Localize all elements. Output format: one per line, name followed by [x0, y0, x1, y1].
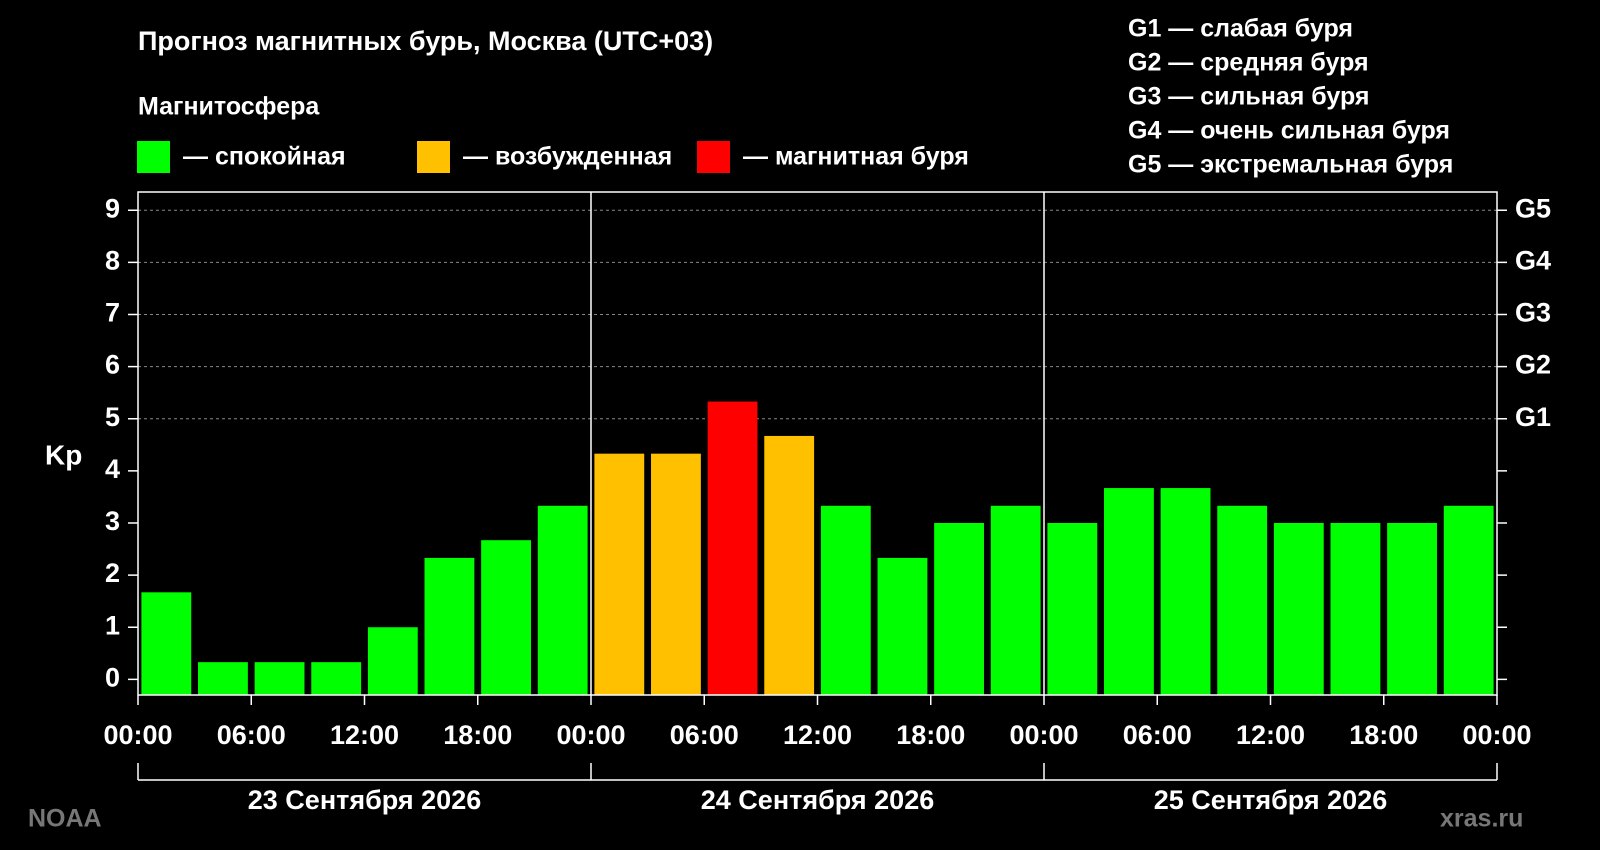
- day-label: 23 Сентября 2026: [248, 785, 481, 815]
- bar: [367, 627, 418, 695]
- source: NOAA: [28, 805, 102, 833]
- bar: [1387, 522, 1437, 695]
- x-tick-label: 18:00: [896, 720, 965, 750]
- chart-title: Прогноз магнитных бурь, Москва (UTC+03): [138, 26, 713, 56]
- legend-label: — магнитная буря: [743, 143, 969, 171]
- y-tick-label: 1: [105, 610, 120, 640]
- y-tick-label: 4: [105, 454, 120, 484]
- storm-level: G5 — экстремальная буря: [1128, 151, 1453, 179]
- bar: [877, 557, 928, 695]
- storm-level: G2 — средняя буря: [1128, 49, 1369, 77]
- bar: [311, 662, 362, 695]
- bar: [990, 505, 1041, 695]
- y2-tick-label: G5: [1515, 193, 1551, 223]
- bar: [1443, 505, 1494, 695]
- y-tick-label: 2: [105, 558, 120, 588]
- y2-tick-label: G2: [1515, 350, 1551, 380]
- legend-swatch: [697, 141, 730, 173]
- bar: [820, 505, 871, 695]
- bar: [1273, 522, 1324, 695]
- y2-tick-label: G4: [1515, 245, 1551, 275]
- y2-tick-label: G3: [1515, 298, 1551, 328]
- y-tick-label: 0: [105, 662, 120, 692]
- bar: [141, 592, 192, 695]
- bar: [764, 435, 815, 695]
- bar: [1330, 522, 1381, 695]
- x-tick-label: 12:00: [1236, 720, 1305, 750]
- storm-level: G4 — очень сильная буря: [1128, 117, 1450, 145]
- y-tick-label: 7: [105, 298, 120, 328]
- y-tick-label: 8: [105, 245, 120, 275]
- x-tick-label: 06:00: [217, 720, 286, 750]
- legend-swatch: [137, 141, 170, 173]
- legend-swatch: [417, 141, 450, 173]
- x-tick-label: 00:00: [103, 720, 172, 750]
- bar: [1104, 488, 1154, 695]
- site: xras.ru: [1440, 805, 1523, 833]
- bar: [594, 453, 645, 695]
- legend-title: Магнитосфера: [138, 93, 320, 121]
- y-axis-label: Kp: [45, 439, 82, 470]
- x-tick-label: 18:00: [1349, 720, 1418, 750]
- y-tick-label: 5: [105, 402, 120, 432]
- bar: [707, 401, 758, 695]
- legend-label: — спокойная: [183, 143, 346, 171]
- x-tick-label: 00:00: [1009, 720, 1078, 750]
- bar: [254, 662, 305, 695]
- bar: [424, 557, 475, 695]
- bar: [934, 522, 984, 695]
- storm-level: G3 — сильная буря: [1128, 83, 1370, 111]
- day-label: 24 Сентября 2026: [701, 785, 934, 815]
- x-tick-label: 00:00: [556, 720, 625, 750]
- y-tick-label: 6: [105, 350, 120, 380]
- y-tick-label: 9: [105, 193, 120, 223]
- x-tick-label: 00:00: [1462, 720, 1531, 750]
- bar: [1217, 505, 1268, 695]
- bar: [1047, 522, 1098, 695]
- x-tick-label: 12:00: [783, 720, 852, 750]
- bar: [481, 540, 531, 695]
- bar: [198, 662, 248, 695]
- day-label: 25 Сентября 2026: [1154, 785, 1387, 815]
- storm-level: G1 — слабая буря: [1128, 15, 1353, 43]
- x-tick-label: 12:00: [330, 720, 399, 750]
- bar: [651, 453, 701, 695]
- x-tick-label: 06:00: [670, 720, 739, 750]
- x-tick-label: 06:00: [1123, 720, 1192, 750]
- y2-tick-label: G1: [1515, 402, 1551, 432]
- bar: [1160, 488, 1211, 695]
- legend-label: — возбужденная: [463, 143, 672, 171]
- bar: [537, 505, 588, 695]
- x-tick-label: 18:00: [443, 720, 512, 750]
- y-tick-label: 3: [105, 506, 120, 536]
